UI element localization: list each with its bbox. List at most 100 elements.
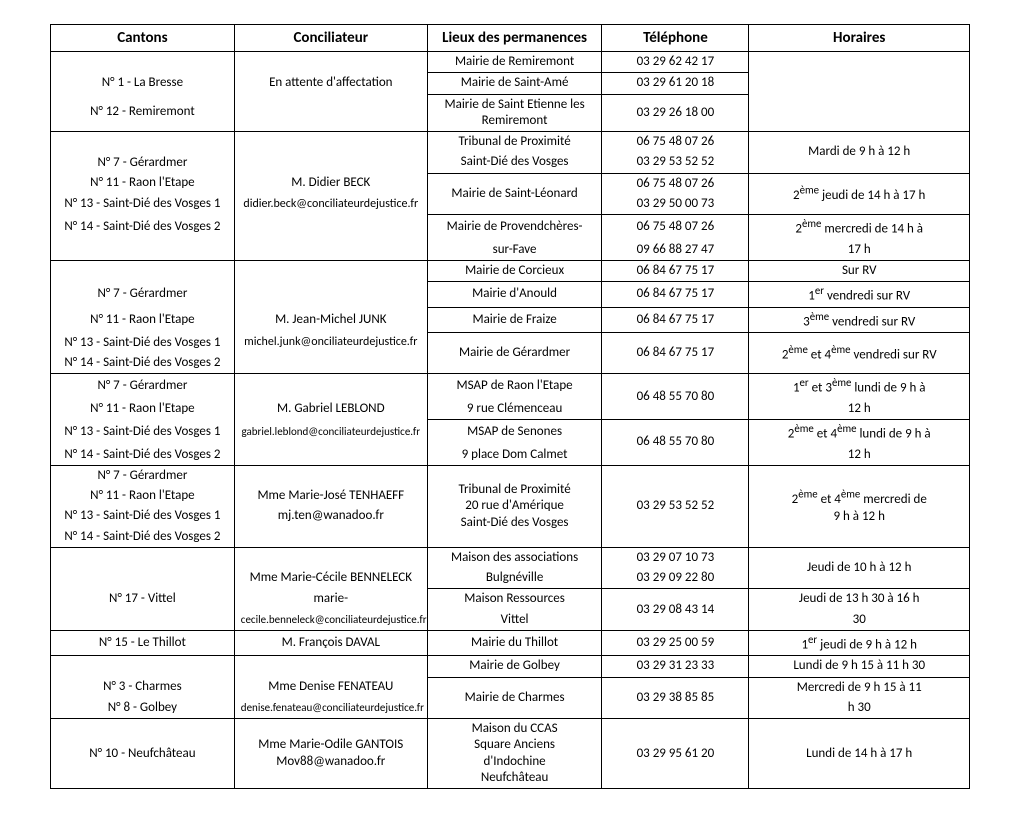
cell-lieux: Mairie d'Anould xyxy=(427,282,602,308)
cell-conc: M. Gabriel LEBLOND xyxy=(234,399,427,420)
cell-lieux: Mairie de Saint-Léonard xyxy=(427,173,602,215)
cell-lieux: Tribunal de Proximité 20 rue d'Amérique … xyxy=(427,465,602,547)
cell-cantons: N° 15 - Le Thillot xyxy=(51,630,235,656)
cell-cantons: N° 7 - Gérardmer xyxy=(51,152,235,173)
cell-tel: 03 29 53 52 52 xyxy=(602,465,749,547)
cell-lieux: Mairie de Golbey xyxy=(427,656,602,677)
cell-cantons: N° 14 - Saint-Dié des Vosges 2 xyxy=(51,353,235,374)
cell-conc: Mme Denise FENATEAU xyxy=(234,677,427,698)
cell-lieux: MSAP de Raon l'Etape xyxy=(427,374,602,399)
cell-lieux: Maison du CCAS Square Anciens d'Indochin… xyxy=(427,719,602,789)
cell-lieux: Maison Ressources xyxy=(427,589,602,610)
cell-hor: 1er vendredi sur RV xyxy=(749,282,970,308)
cell-lieux: 9 rue Clémenceau xyxy=(427,399,602,420)
cell-lieux: sur-Fave xyxy=(427,240,602,261)
cell-tel: 03 29 08 43 14 xyxy=(602,589,749,631)
cell-tel: 06 75 48 07 26 xyxy=(602,132,749,153)
cell-tel: 06 84 67 75 17 xyxy=(602,333,749,374)
cell-cantons: N° 3 - Charmes xyxy=(51,677,235,698)
cell-conc: denise.fenateau@conciliateurdejustice.fr xyxy=(234,698,427,719)
cell-tel: 03 29 61 20 18 xyxy=(602,73,749,94)
col-horaires: Horaires xyxy=(749,25,970,52)
cell-tel: 03 29 26 18 00 xyxy=(602,94,749,132)
cell-tel: 03 29 38 85 85 xyxy=(602,677,749,719)
cell-hor: Jeudi de 10 h à 12 h xyxy=(749,547,970,589)
cell-tel: 03 29 53 52 52 xyxy=(602,152,749,173)
cell-conc: Mme Marie-Odile GANTOIS Mov88@wanadoo.fr xyxy=(234,719,427,789)
cell-lieux: Mairie de Charmes xyxy=(427,677,602,719)
cell-cantons: N° 11 - Raon l'Etape xyxy=(51,307,235,333)
cell-cantons: N° 13 - Saint-Dié des Vosges 1 xyxy=(51,194,235,215)
conciliateurs-table: Cantons Conciliateur Lieux des permanenc… xyxy=(50,24,970,789)
cell-lieux: Vittel xyxy=(427,610,602,631)
cell-lieux: 9 place Dom Calmet xyxy=(427,445,602,466)
col-cantons: Cantons xyxy=(51,25,235,52)
cell-conc: Mme Marie-Cécile BENNELECK xyxy=(234,568,427,589)
cell-lieux: Mairie de Gérardmer xyxy=(427,333,602,374)
cell-hor: Sur RV xyxy=(749,260,970,281)
cell-lieux: Mairie du Thillot xyxy=(427,630,602,656)
cell-tel: 03 29 31 23 33 xyxy=(602,656,749,677)
cell-hor: Lundi de 9 h 15 à 11 h 30 xyxy=(749,656,970,677)
cell-tel: 03 29 25 00 59 xyxy=(602,630,749,656)
cell-conc: michel.junk@onciliateurdejustice.fr xyxy=(234,333,427,353)
cell-tel: 03 29 09 22 80 xyxy=(602,568,749,589)
cell-cantons: N° 1 - La Bresse xyxy=(51,73,235,94)
cell-conc: M. Didier BECK xyxy=(234,173,427,194)
cell-lieux: Tribunal de Proximité xyxy=(427,132,602,153)
col-telephone: Téléphone xyxy=(602,25,749,52)
cell-cantons: N° 12 - Remiremont xyxy=(51,94,235,132)
cell-cantons: N° 7 - Gérardmer xyxy=(51,465,235,486)
cell-cantons: N° 10 - Neufchâteau xyxy=(51,719,235,789)
cell-hor: 1er et 3ème lundi de 9 h à xyxy=(749,374,970,399)
cell-tel: 06 84 67 75 17 xyxy=(602,260,749,281)
col-conciliateur: Conciliateur xyxy=(234,25,427,52)
cell-hor: Lundi de 14 h à 17 h xyxy=(749,719,970,789)
cell-conc: M. Jean-Michel JUNK xyxy=(234,307,427,333)
cell-conc: Mme Marie-José TENHAEFF xyxy=(234,486,427,506)
cell-tel: 06 75 48 07 26 xyxy=(602,173,749,194)
cell-cantons: N° 13 - Saint-Dié des Vosges 1 xyxy=(51,420,235,445)
cell-hor: 2ème et 4ème lundi de 9 h à xyxy=(749,420,970,445)
cell-lieux: Saint-Dié des Vosges xyxy=(427,152,602,173)
cell-lieux: Mairie de Corcieux xyxy=(427,260,602,281)
cell-hor: 12 h xyxy=(749,399,970,420)
cell-cantons: N° 13 - Saint-Dié des Vosges 1 xyxy=(51,333,235,353)
cell-tel: 06 84 67 75 17 xyxy=(602,282,749,308)
cell-tel: 03 29 95 61 20 xyxy=(602,719,749,789)
cell-hor: h 30 xyxy=(749,698,970,719)
cell-conc: M. François DAVAL xyxy=(234,630,427,656)
cell-lieux: Mairie de Fraize xyxy=(427,307,602,333)
cell-hor: 17 h xyxy=(749,240,970,261)
cell-conc: mj.ten@wanadoo.fr xyxy=(234,506,427,526)
cell-cantons: N° 13 - Saint-Dié des Vosges 1 xyxy=(51,506,235,526)
cell-conc: gabriel.leblond@conciliateurdejustice.fr xyxy=(234,420,427,445)
cell-lieux: Mairie de Remiremont xyxy=(427,52,602,73)
cell-cantons: N° 14 - Saint-Dié des Vosges 2 xyxy=(51,445,235,466)
cell-conc: didier.beck@conciliateurdejustice.fr xyxy=(234,194,427,215)
cell-tel: 03 29 50 00 73 xyxy=(602,194,749,215)
cell-lieux: Mairie de Saint Etienne les Remiremont xyxy=(427,94,602,132)
cell-tel: 03 29 07 10 73 xyxy=(602,547,749,568)
cell-conc: En attente d'affectation xyxy=(234,73,427,94)
cell-tel: 06 75 48 07 26 xyxy=(602,215,749,240)
cell-cantons: N° 11 - Raon l'Etape xyxy=(51,173,235,194)
cell-cantons: N° 8 - Golbey xyxy=(51,698,235,719)
cell-cantons: N° 11 - Raon l'Etape xyxy=(51,486,235,506)
col-lieux: Lieux des permanences xyxy=(427,25,602,52)
cell-tel: 06 48 55 70 80 xyxy=(602,420,749,466)
cell-lieux: Bulgnéville xyxy=(427,568,602,589)
cell-tel: 06 84 67 75 17 xyxy=(602,307,749,333)
cell-cantons: N° 14 - Saint-Dié des Vosges 2 xyxy=(51,215,235,240)
cell-lieux: MSAP de Senones xyxy=(427,420,602,445)
cell-hor: Mercredi de 9 h 15 à 11 xyxy=(749,677,970,698)
cell-hor: Mardi de 9 h à 12 h xyxy=(749,132,970,174)
cell-conc: cecile.benneleck@conciliateurdejustice.f… xyxy=(234,610,427,631)
cell-tel: 06 48 55 70 80 xyxy=(602,374,749,420)
cell-cantons: N° 17 - Vittel xyxy=(51,589,235,610)
cell-hor: 2ème mercredi de 14 h à xyxy=(749,215,970,240)
cell-cantons: N° 14 - Saint-Dié des Vosges 2 xyxy=(51,527,235,548)
cell-tel: 03 29 62 42 17 xyxy=(602,52,749,73)
cell-tel: 09 66 88 27 47 xyxy=(602,240,749,261)
cell-hor: 2ème et 4ème mercredi de9 h à 12 h xyxy=(749,465,970,547)
